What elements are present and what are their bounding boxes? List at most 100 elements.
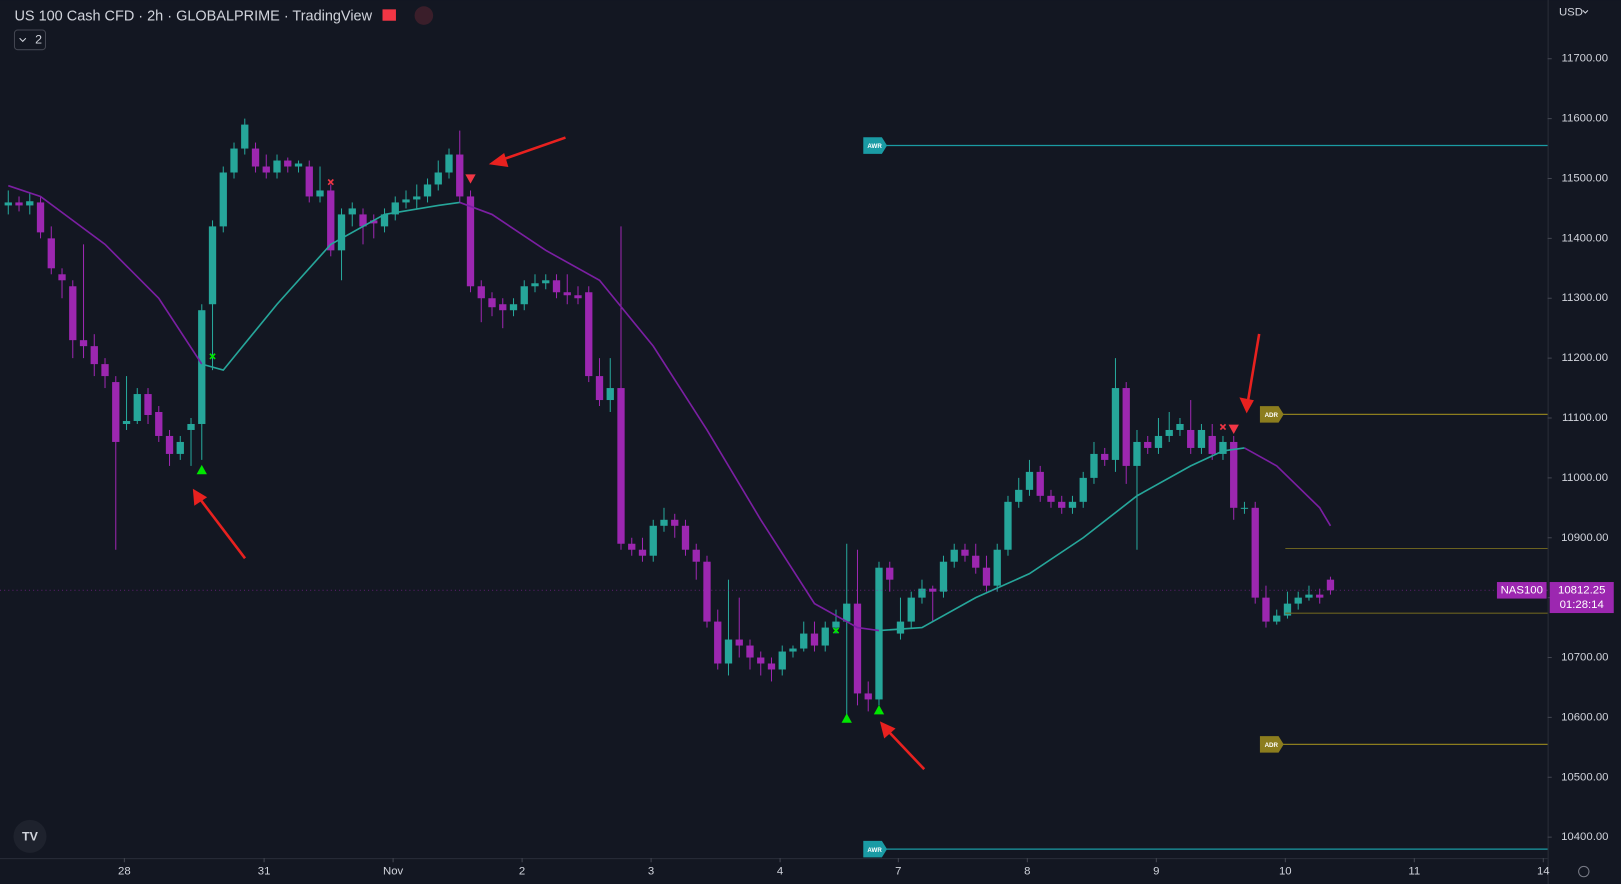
candle-body: [58, 274, 66, 281]
arrow-head: [488, 153, 509, 168]
y-tick-label: 10500.00: [1561, 771, 1608, 783]
y-tick-label: 10600.00: [1561, 711, 1608, 723]
candle-body: [144, 394, 152, 416]
flag-icon[interactable]: [382, 9, 396, 21]
candle-body: [649, 525, 657, 556]
candle-body: [681, 525, 690, 550]
moving-average: [8, 184, 203, 365]
x-tick-label: 7: [895, 866, 901, 878]
x-tick-label: Nov: [383, 866, 404, 878]
candle-body: [767, 663, 776, 670]
candle-body: [316, 190, 324, 197]
candle-body: [1240, 507, 1249, 509]
y-tick-label: 11200.00: [1562, 352, 1609, 364]
candle-body: [563, 292, 571, 296]
y-tick-label: 11100.00: [1562, 412, 1608, 424]
candle-body: [1187, 429, 1195, 448]
y-tick-label: 10900.00: [1561, 532, 1608, 544]
candle-body: [133, 394, 141, 421]
candle-body: [380, 214, 389, 227]
candle-body: [1090, 453, 1098, 478]
candle-body: [929, 588, 937, 592]
candle-body: [1165, 429, 1173, 436]
candle-body: [294, 163, 303, 167]
candle-body: [703, 561, 711, 622]
candle-body: [950, 549, 958, 562]
candle-body: [176, 441, 184, 454]
candle-body: [1101, 453, 1109, 460]
candle-body: [1047, 495, 1055, 502]
candle-body: [456, 154, 464, 197]
candle-body: [907, 597, 915, 622]
indicator-toggle[interactable]: [13, 29, 47, 51]
status-icon[interactable]: [414, 6, 434, 25]
y-tick-label: 11600.00: [1562, 113, 1609, 125]
candle-body: [853, 603, 862, 694]
candle-body: [1079, 477, 1087, 502]
candle-body: [187, 423, 195, 430]
candle-body: [692, 549, 700, 562]
candle-body: [219, 172, 227, 227]
level-badge: [863, 840, 888, 858]
candle-body: [208, 226, 217, 305]
candle-body: [660, 519, 668, 526]
logo-text: TV: [22, 830, 39, 844]
candle-body: [273, 160, 281, 173]
moving-average: [201, 201, 460, 372]
candle-body: [488, 298, 496, 308]
currency[interactable]: USD: [1559, 6, 1583, 18]
candle-body: [1251, 507, 1259, 598]
chevron: [19, 37, 27, 43]
candle-body: [284, 160, 292, 167]
candle-body: [47, 238, 55, 269]
candle-body: [724, 639, 733, 664]
x-tick-label: 9: [1153, 866, 1159, 878]
x-tick-label: 10: [1279, 866, 1292, 878]
candle-body: [982, 567, 991, 586]
candle-body: [337, 214, 346, 251]
candle-body: [1004, 501, 1012, 550]
signal-down: [465, 174, 476, 184]
candle-body: [864, 693, 872, 700]
candle-body: [198, 310, 206, 424]
logo[interactable]: [13, 819, 47, 853]
candle-body: [509, 304, 518, 311]
y-tick-label: 11400.00: [1562, 232, 1609, 244]
candle-body: [520, 286, 528, 305]
moving-average: [459, 201, 880, 632]
candle-body: [15, 202, 23, 206]
candle-body: [789, 648, 797, 652]
price-badge: [1496, 582, 1547, 599]
candle-body: [1316, 594, 1324, 598]
candle-body: [939, 561, 948, 592]
chevron: [1582, 10, 1589, 14]
candle-body: [1058, 501, 1066, 508]
candle-body: [466, 196, 475, 287]
candle-body: [370, 220, 378, 224]
candle-body: [1176, 423, 1184, 430]
settings-icon[interactable]: [1578, 865, 1590, 878]
candle-body: [595, 376, 604, 401]
candle-body: [1326, 579, 1335, 591]
arrow: [1246, 333, 1261, 403]
candle-body: [262, 166, 270, 173]
candle-body: [1273, 615, 1281, 622]
candle-body: [69, 286, 77, 341]
candle-body: [832, 621, 840, 628]
candle-body: [746, 645, 754, 658]
signal-down: [1228, 424, 1239, 434]
candle-body: [1294, 597, 1302, 604]
candle-body: [972, 555, 980, 568]
candle-body: [402, 199, 410, 203]
candle-body: [896, 621, 905, 634]
candle-body: [445, 154, 453, 173]
candle-body: [1144, 441, 1152, 448]
candle-body: [1122, 388, 1130, 466]
moving-average: [1244, 447, 1332, 527]
candle-body: [1219, 441, 1227, 454]
signal-cross: [209, 353, 216, 360]
candle-body: [810, 633, 819, 646]
candle-body: [36, 202, 45, 233]
